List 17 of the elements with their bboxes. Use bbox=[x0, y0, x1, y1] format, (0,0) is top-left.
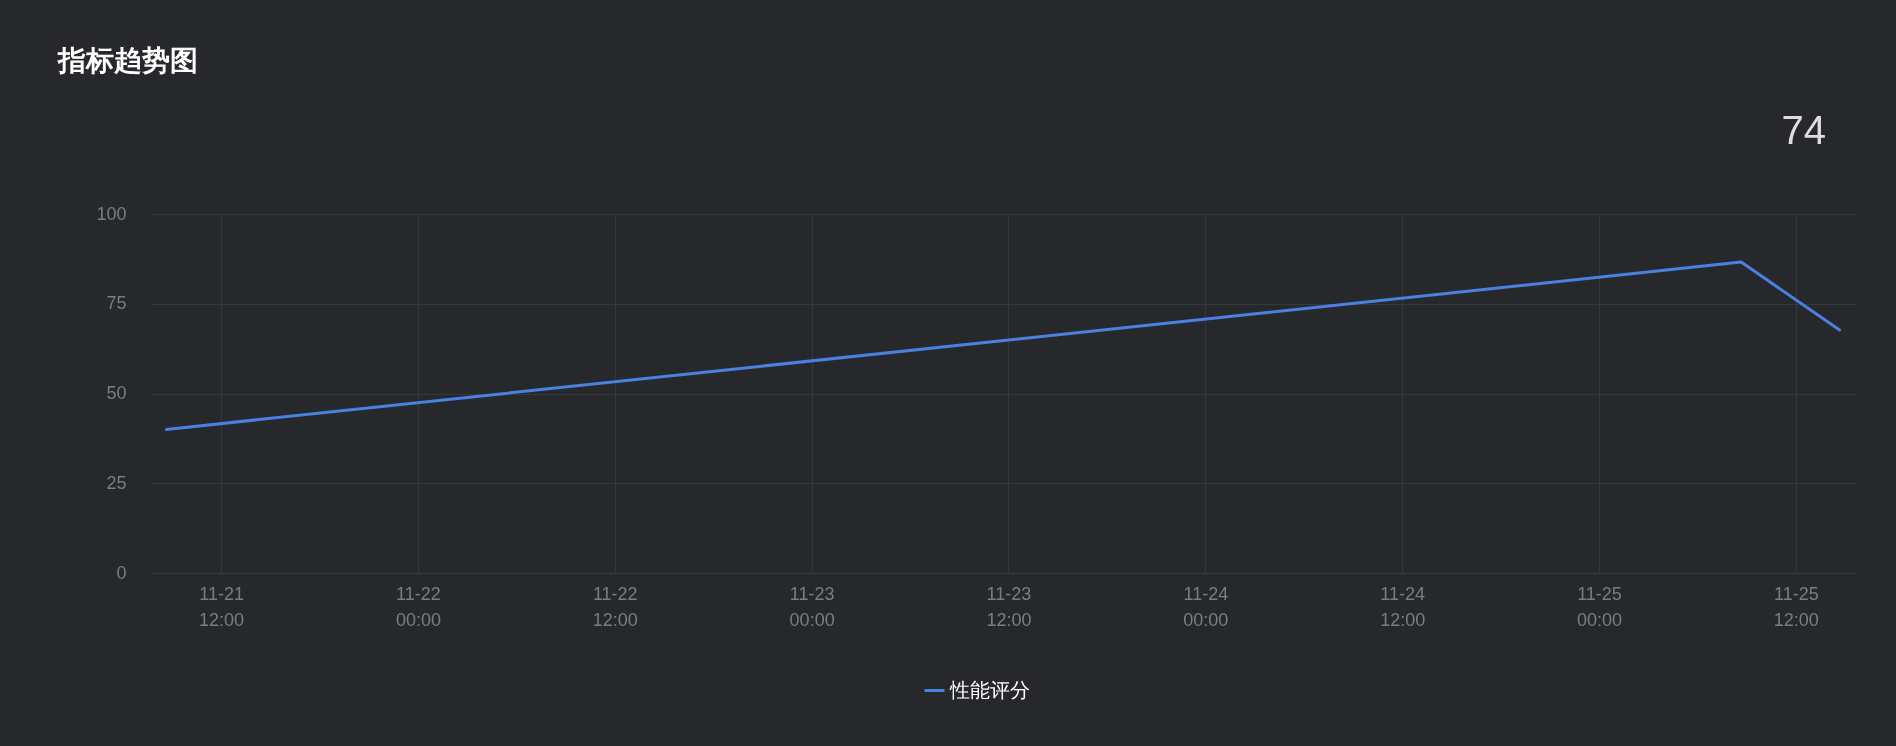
y-tick-label: 25 bbox=[106, 472, 127, 493]
y-tick-label: 100 bbox=[96, 203, 127, 224]
legend-label: 性能评分 bbox=[949, 678, 1030, 701]
x-tick-label: 11-21 12:00 bbox=[199, 583, 245, 630]
x-tick-label: 11-25 00:00 bbox=[1576, 583, 1623, 630]
x-tick-label: 11-23 12:00 bbox=[986, 583, 1032, 630]
y-tick-label: 0 bbox=[116, 562, 127, 583]
y-tick-label: 75 bbox=[106, 293, 127, 314]
x-tick-label: 11-23 00:00 bbox=[789, 583, 835, 630]
y-tick-label: 50 bbox=[106, 383, 127, 403]
x-tick-label: 11-25 12:00 bbox=[1773, 583, 1819, 630]
x-tick-label: 11-22 12:00 bbox=[592, 583, 638, 630]
x-tick-label: 11-24 00:00 bbox=[1183, 583, 1229, 630]
x-tick-label: 11-22 00:00 bbox=[395, 583, 441, 630]
text: 74 bbox=[1781, 108, 1826, 153]
chart-title: 指标趋势图 bbox=[58, 44, 198, 78]
x-tick-label: 11-24 12:00 bbox=[1380, 583, 1426, 630]
